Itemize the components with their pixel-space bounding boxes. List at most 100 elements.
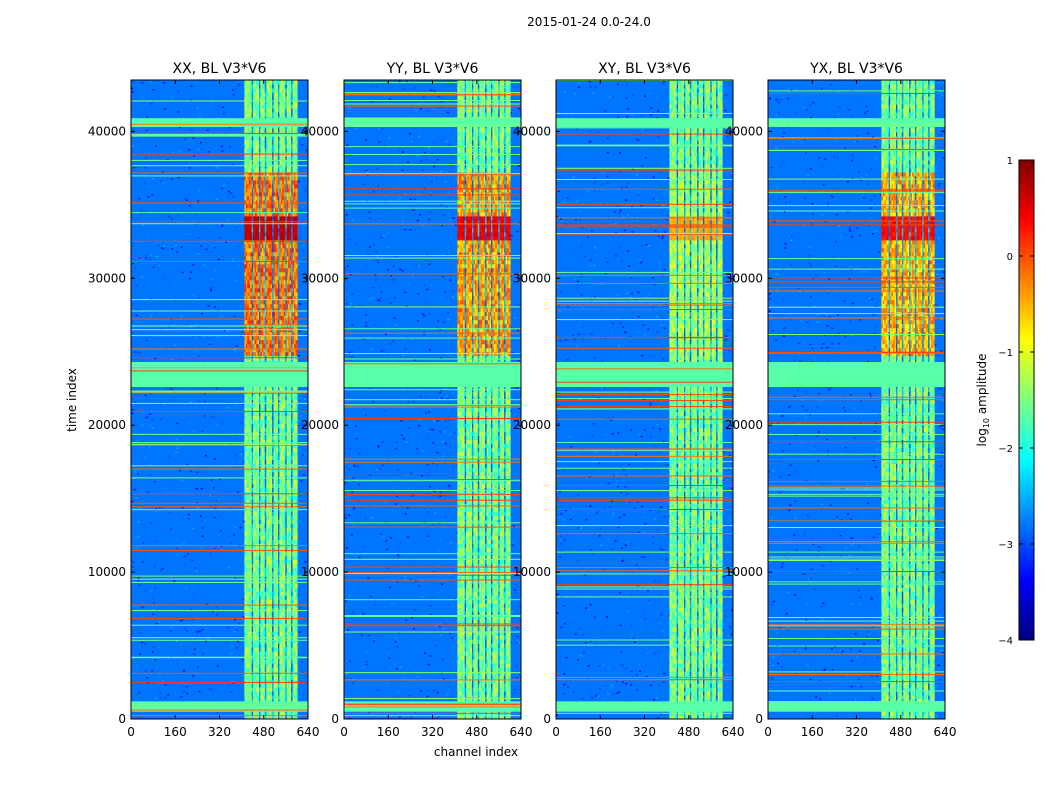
noise-cell bbox=[239, 461, 241, 463]
noise-cell bbox=[185, 199, 188, 201]
signal-cell bbox=[276, 591, 279, 596]
signal-cell bbox=[261, 279, 264, 285]
signal-cell bbox=[270, 171, 273, 177]
signal-cell bbox=[267, 387, 270, 393]
signal-cell bbox=[253, 711, 256, 716]
signal-cell bbox=[259, 255, 262, 261]
signal-cell bbox=[247, 315, 250, 321]
signal-cell bbox=[251, 211, 254, 217]
signal-cell bbox=[263, 531, 266, 536]
noise-cell bbox=[192, 85, 194, 87]
signal-cell bbox=[244, 515, 247, 520]
signal-cell bbox=[270, 395, 273, 401]
noise-cell bbox=[133, 488, 136, 491]
signal-cell bbox=[257, 431, 260, 436]
signal-cell bbox=[270, 299, 273, 305]
noise-cell bbox=[154, 658, 157, 661]
signal-cell bbox=[256, 595, 259, 600]
signal-cell bbox=[263, 527, 266, 532]
signal-cell bbox=[256, 275, 259, 281]
signal-cell bbox=[244, 675, 247, 680]
signal-cell bbox=[259, 615, 262, 620]
signal-cell bbox=[269, 691, 272, 696]
signal-cell bbox=[253, 567, 256, 572]
signal-cell bbox=[250, 359, 253, 365]
signal-cell bbox=[266, 663, 269, 668]
signal-cell bbox=[269, 447, 272, 452]
noise-cell bbox=[214, 138, 217, 141]
signal-cell bbox=[248, 447, 251, 452]
signal-cell bbox=[269, 415, 272, 421]
signal-cell bbox=[263, 683, 266, 688]
signal-cell bbox=[275, 479, 278, 484]
signal-cell bbox=[244, 447, 247, 452]
signal-cell bbox=[276, 307, 279, 313]
signal-cell bbox=[278, 659, 281, 664]
signal-cell bbox=[244, 167, 247, 173]
signal-cell bbox=[253, 139, 256, 145]
signal-cell bbox=[278, 387, 281, 393]
signal-cell bbox=[276, 479, 279, 484]
noise-cell bbox=[239, 526, 242, 529]
signal-cell bbox=[253, 227, 256, 233]
signal-cell bbox=[251, 523, 254, 528]
noise-cell bbox=[302, 244, 305, 246]
signal-cell bbox=[273, 599, 276, 604]
signal-cell bbox=[261, 387, 264, 393]
signal-cell bbox=[245, 283, 248, 289]
signal-cell bbox=[272, 283, 275, 289]
signal-cell bbox=[261, 643, 264, 648]
signal-cell bbox=[266, 303, 269, 309]
signal-cell bbox=[272, 112, 275, 117]
signal-cell bbox=[257, 687, 260, 692]
noise-cell bbox=[215, 387, 218, 390]
signal-cell bbox=[272, 519, 275, 524]
signal-cell bbox=[267, 595, 270, 600]
noise-cell bbox=[136, 693, 139, 695]
signal-cell bbox=[244, 535, 247, 540]
signal-cell bbox=[256, 191, 259, 197]
signal-cell bbox=[247, 447, 250, 452]
noise-cell bbox=[197, 189, 200, 192]
signal-cell bbox=[259, 503, 262, 508]
signal-cell bbox=[275, 583, 278, 588]
signal-cell bbox=[248, 335, 251, 341]
signal-cell bbox=[278, 459, 281, 464]
signal-cell bbox=[269, 239, 272, 245]
noise-cell bbox=[228, 684, 231, 686]
signal-cell bbox=[257, 135, 260, 141]
signal-cell bbox=[260, 575, 263, 580]
signal-cell bbox=[247, 183, 250, 189]
signal-cell bbox=[276, 643, 279, 648]
signal-cell bbox=[257, 275, 260, 281]
signal-cell bbox=[260, 399, 263, 405]
signal-cell bbox=[244, 279, 247, 285]
signal-cell bbox=[273, 235, 276, 241]
signal-cell bbox=[253, 303, 256, 309]
signal-cell bbox=[275, 547, 278, 552]
noise-cell bbox=[306, 588, 308, 591]
signal-cell bbox=[257, 271, 260, 277]
noise-cell bbox=[196, 107, 199, 109]
signal-cell bbox=[278, 112, 281, 117]
signal-cell bbox=[266, 339, 269, 345]
signal-cell bbox=[279, 631, 282, 636]
signal-cell bbox=[276, 175, 279, 181]
signal-cell bbox=[264, 595, 267, 600]
signal-cell bbox=[261, 100, 264, 105]
noise-cell bbox=[301, 144, 304, 146]
signal-cell bbox=[260, 695, 263, 700]
signal-cell bbox=[278, 615, 281, 620]
signal-cell bbox=[275, 647, 278, 652]
signal-cell bbox=[260, 487, 263, 492]
signal-cell bbox=[257, 607, 260, 612]
signal-cell bbox=[260, 299, 263, 305]
signal-cell bbox=[272, 391, 275, 397]
noise-cell bbox=[176, 539, 179, 541]
signal-cell bbox=[251, 431, 254, 436]
signal-cell bbox=[264, 84, 267, 89]
signal-cell bbox=[275, 511, 278, 516]
signal-cell bbox=[264, 387, 267, 393]
signal-cell bbox=[267, 251, 270, 257]
noise-cell bbox=[187, 553, 190, 555]
